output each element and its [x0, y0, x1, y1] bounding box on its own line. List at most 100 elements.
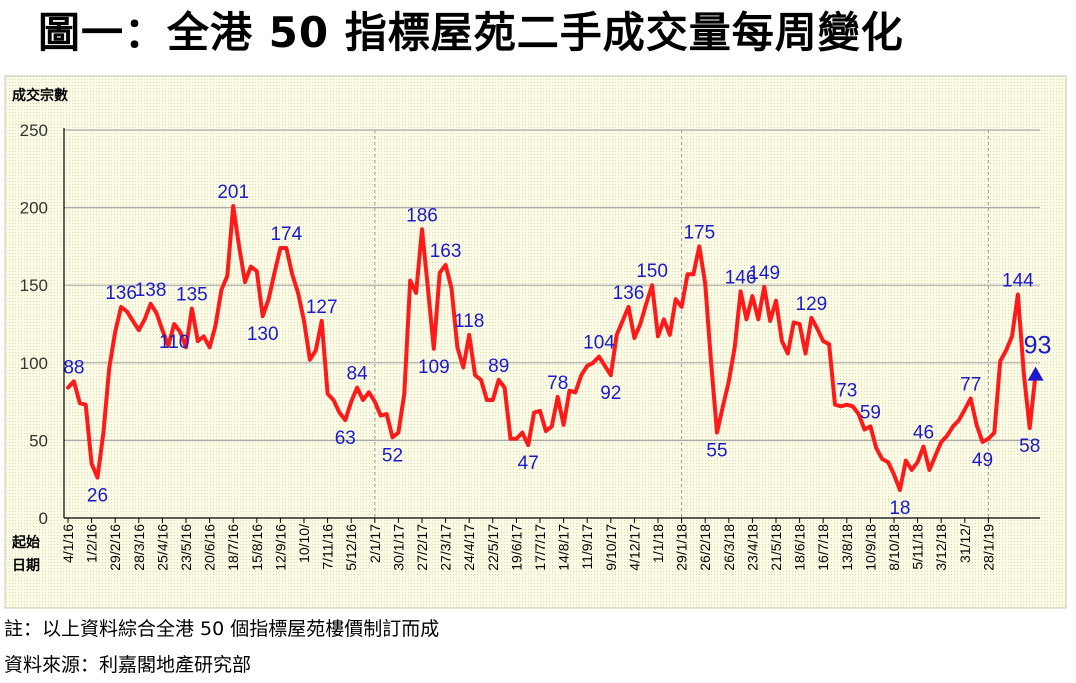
data-point — [774, 299, 777, 302]
data-point — [798, 322, 801, 325]
data-point — [1010, 335, 1013, 338]
data-point — [137, 329, 140, 332]
data-label: 47 — [518, 453, 539, 474]
data-point — [999, 360, 1002, 363]
data-point — [621, 319, 624, 322]
data-point — [72, 380, 75, 383]
data-point — [533, 411, 536, 414]
x-tick-label: 26/2/18 — [697, 524, 713, 571]
data-label: 138 — [135, 280, 167, 301]
data-point — [556, 395, 559, 398]
data-label: 136 — [105, 283, 137, 304]
data-label: 93 — [1024, 332, 1052, 360]
data-point — [568, 389, 571, 392]
x-tick-label: 11/9/17 — [579, 524, 595, 570]
x-tick-label: 28/3/16 — [131, 524, 147, 571]
data-point — [320, 319, 323, 322]
data-point — [603, 364, 606, 367]
data-point — [544, 429, 547, 432]
data-point — [881, 457, 884, 460]
data-point — [102, 431, 105, 434]
x-tick-label: 5/11/18 — [910, 524, 926, 570]
data-point — [845, 403, 848, 406]
data-point — [851, 405, 854, 408]
last-point-marker — [1027, 366, 1044, 381]
data-point — [409, 279, 412, 282]
x-tick-label: 1/1/18 — [650, 524, 666, 563]
data-point — [338, 411, 341, 414]
data-point — [804, 352, 807, 355]
x-tick-label: 22/5/17 — [485, 524, 501, 571]
x-tick-label: 31/12/ — [957, 524, 973, 563]
data-point — [822, 339, 825, 342]
x-tick-label: 26/3/18 — [721, 524, 737, 571]
y-tick-label: 200 — [20, 199, 48, 218]
data-point — [125, 310, 128, 313]
data-point — [975, 423, 978, 426]
data-point — [196, 339, 199, 342]
data-point — [120, 305, 123, 308]
data-point — [450, 287, 453, 290]
x-tick-label: 23/5/16 — [178, 524, 194, 571]
data-point — [904, 459, 907, 462]
data-label: 55 — [706, 441, 727, 462]
data-point — [326, 392, 329, 395]
data-point — [509, 437, 512, 440]
data-point — [302, 319, 305, 322]
data-point — [928, 468, 931, 471]
data-point — [1016, 293, 1019, 296]
data-label: 84 — [347, 364, 369, 385]
x-tick-label: 13/8/18 — [839, 524, 855, 571]
data-point — [698, 245, 701, 248]
data-point — [710, 361, 713, 364]
x-tick-label: 14/8/17 — [556, 524, 572, 571]
x-tick-label: 3/12/18 — [933, 524, 949, 571]
data-point — [420, 228, 423, 231]
data-label: 129 — [796, 294, 828, 315]
data-point — [255, 270, 258, 273]
x-tick-label: 10/9/18 — [862, 524, 878, 571]
data-point — [639, 322, 642, 325]
source-note: 資料來源：利嘉閣地產研究部 — [4, 654, 252, 676]
data-point — [763, 285, 766, 288]
line-chart: 0 50 100 150 200 250 4/1/16 1/2/16 29/2/16 28/3/… — [4, 75, 1067, 609]
x-tick-label: 25/4/16 — [154, 524, 170, 571]
data-point — [485, 398, 488, 401]
x-tick-label: 18/6/18 — [792, 524, 808, 571]
data-point — [391, 436, 394, 439]
data-label: 26 — [87, 486, 108, 507]
x-tick-label: 27/3/17 — [438, 524, 454, 571]
data-point — [981, 440, 984, 443]
data-point — [143, 318, 146, 321]
x-tick-label: 1/2/16 — [84, 524, 100, 563]
data-point — [397, 431, 400, 434]
data-point — [367, 391, 370, 394]
data-point — [190, 307, 193, 310]
data-point — [426, 287, 429, 290]
x-tick-label: 20/6/16 — [202, 524, 218, 571]
data-point — [946, 434, 949, 437]
data-point — [910, 468, 913, 471]
data-point — [214, 324, 217, 327]
x-tick-label: 10/10/ — [296, 524, 312, 563]
x-tick-label: 21/5/18 — [768, 524, 784, 571]
data-point — [243, 280, 246, 283]
data-point — [745, 318, 748, 321]
footnote: 註：以上資料綜合全港 50 個指標屋苑樓價制訂而成 — [4, 618, 440, 640]
data-point — [385, 412, 388, 415]
data-point — [491, 398, 494, 401]
data-point — [780, 339, 783, 342]
data-point — [527, 443, 530, 446]
data-point — [739, 290, 742, 293]
data-point — [238, 245, 241, 248]
data-label: 49 — [972, 450, 993, 471]
data-point — [497, 378, 500, 381]
x-tick-label: 18/7/16 — [225, 524, 241, 571]
data-label: 135 — [176, 284, 208, 305]
chart-title: 圖一：全港 50 指標屋苑二手成交量每周變化 — [38, 8, 904, 57]
data-point — [828, 343, 831, 346]
data-point — [704, 282, 707, 285]
data-point — [432, 347, 435, 350]
data-point — [279, 246, 282, 249]
y-tick-label: 250 — [20, 121, 48, 140]
